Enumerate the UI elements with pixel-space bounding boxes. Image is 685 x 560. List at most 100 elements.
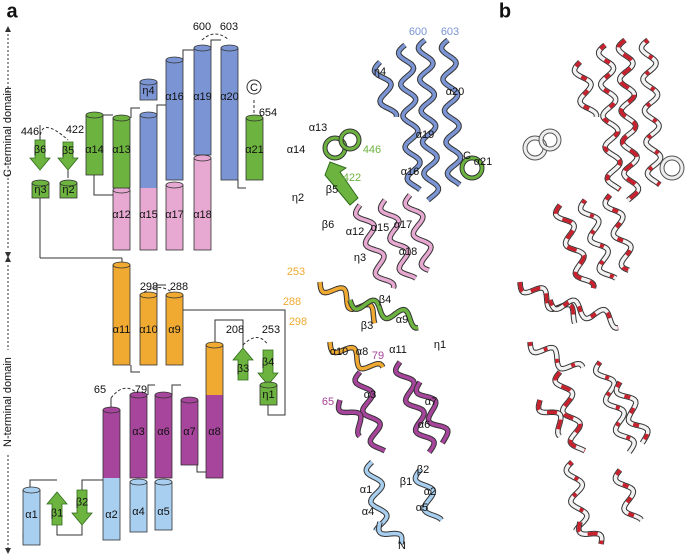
element-label: α13 xyxy=(112,144,131,156)
helix-cap xyxy=(165,291,184,299)
helix-segment xyxy=(113,190,130,250)
helix-cap xyxy=(193,44,212,52)
helix-segment xyxy=(181,400,198,465)
structure-label: α6 xyxy=(418,419,430,431)
residue-number: 603 xyxy=(220,21,238,33)
helix-segment xyxy=(23,490,40,545)
helix-cap xyxy=(245,114,264,122)
element-label: α8 xyxy=(208,426,220,438)
helix-segment xyxy=(246,118,263,180)
ribbon-helix xyxy=(396,43,422,192)
structure-label: α21 xyxy=(474,156,493,168)
helix-cap xyxy=(59,179,78,187)
helix-cap xyxy=(112,114,131,122)
structure-label: α15 xyxy=(371,222,390,234)
structure-label: 288 xyxy=(283,296,301,308)
element-label: η4 xyxy=(142,85,154,97)
ribbon-b-helix-highlight xyxy=(536,399,563,438)
ribbon-helix xyxy=(403,193,433,272)
structure-label: α9 xyxy=(396,314,408,326)
ribbon-helix xyxy=(414,381,450,445)
structure-label: η1 xyxy=(434,339,446,351)
helix-segment xyxy=(206,395,223,478)
helix-segment xyxy=(140,188,157,250)
element-label: β3 xyxy=(237,363,249,375)
element-label: α5 xyxy=(157,506,169,518)
helix-segment xyxy=(130,482,147,532)
element-label: α10 xyxy=(139,324,158,336)
ribbon-helix xyxy=(348,298,419,330)
helix-cap xyxy=(165,56,184,64)
ribbon-b-helix xyxy=(578,198,617,280)
element-label: α15 xyxy=(139,209,158,221)
ribbon-helix xyxy=(364,460,389,532)
strand-arrow xyxy=(257,349,279,386)
ribbon-b-helix xyxy=(639,38,663,187)
ribbon-b-helix-highlight xyxy=(614,381,650,445)
ribbon-b-helix xyxy=(564,460,589,532)
structure-label: β6 xyxy=(322,219,334,231)
residue-number: 79 xyxy=(135,384,147,396)
helix-segment xyxy=(155,395,172,478)
structure-label: α12 xyxy=(346,226,365,238)
structure-label: α8 xyxy=(356,346,368,358)
helix-cap xyxy=(139,291,158,299)
helix-segment xyxy=(103,478,120,540)
structure-label: 79 xyxy=(372,350,384,362)
structure-label: α17 xyxy=(394,219,413,231)
ribbon-b-helix-highlight xyxy=(577,521,604,545)
element-label: α21 xyxy=(245,144,264,156)
residue-number: 253 xyxy=(262,324,280,336)
element-label: β4 xyxy=(262,356,274,368)
residue-number: 446 xyxy=(21,126,39,138)
ribbon-helix xyxy=(377,521,404,545)
ribbon-b-helix-highlight xyxy=(553,203,596,289)
residue-number: 288 xyxy=(170,281,188,293)
helix-segment xyxy=(166,185,183,250)
helix-segment xyxy=(130,395,147,478)
ribbon-helix xyxy=(318,281,377,324)
domain-label: C-terminal domain xyxy=(2,87,14,177)
panel-label: b xyxy=(499,0,511,22)
strand-arrow xyxy=(29,139,51,171)
structure-label: α14 xyxy=(287,144,306,156)
helix-cap xyxy=(112,261,131,269)
element-label: α11 xyxy=(113,324,131,336)
ribbon-b-helix-highlight xyxy=(518,281,577,324)
element-label: α7 xyxy=(183,426,195,438)
helix-cap xyxy=(102,406,121,414)
structure-label: α18 xyxy=(399,246,418,258)
helix-cap xyxy=(22,486,41,494)
helix-cap xyxy=(193,154,212,162)
element-label: α16 xyxy=(165,91,184,103)
structure-label: α13 xyxy=(309,122,328,134)
helix-segment xyxy=(32,183,49,198)
helix-ring xyxy=(660,156,684,180)
structure-label: 603 xyxy=(441,26,459,38)
structure-label: 65 xyxy=(322,396,334,408)
ribbon-b-helix xyxy=(616,38,641,202)
element-label: α3 xyxy=(132,426,144,438)
domain-arrows xyxy=(5,26,11,554)
ribbon-helix xyxy=(416,38,441,202)
ribbon-helix xyxy=(393,360,436,454)
element-label: α12 xyxy=(112,209,131,221)
helix-cap xyxy=(259,381,278,389)
structure-label: η3 xyxy=(354,252,366,264)
helix-segment xyxy=(166,60,183,180)
domain-label: N-terminal domain xyxy=(2,357,14,447)
element-label: η1 xyxy=(262,389,274,401)
element-label: α1 xyxy=(25,509,37,521)
ribbon-b-helix xyxy=(603,193,633,272)
ribbon-b-helix-highlight xyxy=(553,370,586,453)
structure-label: η4 xyxy=(374,66,386,78)
ribbon-b-helix-highlight xyxy=(528,341,585,371)
helix-cap xyxy=(154,391,173,399)
ribbon-b-helix xyxy=(613,468,643,522)
structure-label: α11 xyxy=(389,344,407,356)
element-label: β2 xyxy=(76,496,88,508)
structure-label: α20 xyxy=(446,86,465,98)
element-label: β6 xyxy=(34,144,46,156)
structure-label: β5 xyxy=(326,184,338,196)
element-label: β5 xyxy=(62,145,74,157)
